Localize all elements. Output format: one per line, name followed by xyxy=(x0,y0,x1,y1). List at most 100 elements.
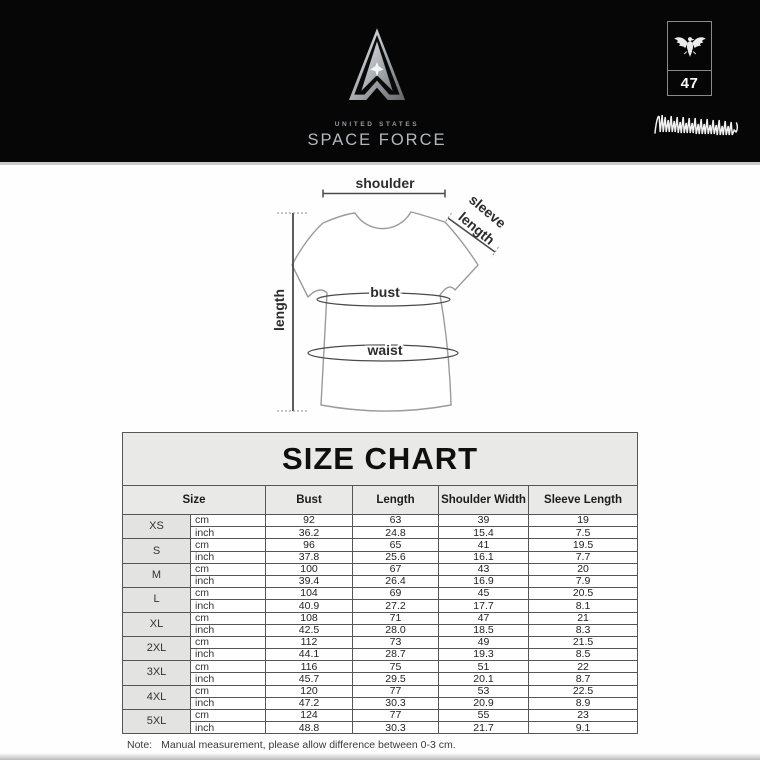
measurement-value: 120 xyxy=(265,684,353,698)
unit-label-inch: inch xyxy=(190,648,266,662)
measurement-value: 8.9 xyxy=(527,696,639,711)
measurement-value: 41 xyxy=(438,538,529,552)
measurement-value: 28.0 xyxy=(352,623,439,637)
measurement-value: 104 xyxy=(265,587,353,601)
measurement-value: 8.3 xyxy=(527,623,639,637)
measurement-value: 55 xyxy=(438,708,529,723)
measurement-value: 42.5 xyxy=(265,623,353,637)
measurement-value: 48.8 xyxy=(265,721,353,735)
measurement-note: Note: Manual measurement, please allow di… xyxy=(127,739,456,751)
sleeve-measure-line xyxy=(444,212,499,258)
size-label: 5XL xyxy=(122,708,191,735)
eagle-icon xyxy=(673,36,706,57)
measurement-value: 19.3 xyxy=(438,648,529,662)
measurement-value: 43 xyxy=(438,562,529,576)
table-row: 4XL cm 120 77 53 22.5 xyxy=(122,684,639,711)
table-row: 5XL cm 124 77 55 23 xyxy=(122,708,639,735)
measurement-value: 7.9 xyxy=(527,574,639,589)
measurement-value: 49 xyxy=(438,635,529,650)
note-label: Note: xyxy=(127,739,153,751)
measurement-value: 65 xyxy=(352,538,439,552)
unit-label-cm: cm xyxy=(190,562,266,576)
measurement-value: 28.7 xyxy=(352,648,439,662)
header-banner: UNITED STATES SPACE FORCE 47 xyxy=(0,0,760,162)
measurement-value: 77 xyxy=(352,708,439,723)
unit-label-cm: cm xyxy=(190,513,266,528)
table-row: 2XL cm 112 73 49 21.5 xyxy=(122,635,639,662)
measurement-value: 36.2 xyxy=(265,526,353,540)
shoulder-label: shoulder xyxy=(355,175,415,191)
column-header-row: Size Bust Length Shoulder Width Sleeve L… xyxy=(122,485,639,515)
measurement-value: 16.9 xyxy=(438,574,529,589)
measurement-value: 18.5 xyxy=(438,623,529,637)
unit-label-inch: inch xyxy=(190,599,266,613)
unit-label-inch: inch xyxy=(190,672,266,686)
bust-label: bust xyxy=(370,284,400,300)
unit-label-cm: cm xyxy=(190,587,266,601)
size-label: 4XL xyxy=(122,684,191,711)
waist-label: waist xyxy=(366,342,402,358)
size-label: L xyxy=(122,587,191,613)
measurement-value: 21 xyxy=(527,611,639,625)
measurement-value: 23 xyxy=(527,708,639,723)
measurement-value: 8.1 xyxy=(527,599,639,613)
measurement-value: 16.1 xyxy=(438,550,529,564)
size-chart-table: SIZE CHART Size Bust Length Shoulder Wid… xyxy=(121,432,639,735)
measurement-value: 100 xyxy=(265,562,353,576)
measurement-value: 30.3 xyxy=(352,721,439,735)
measurement-value: 8.7 xyxy=(527,672,639,686)
badge-number: 47 xyxy=(680,75,699,92)
measurement-value: 108 xyxy=(265,611,353,625)
unit-label-cm: cm xyxy=(190,611,266,625)
measurement-value: 39 xyxy=(438,513,529,528)
measurement-value: 39.4 xyxy=(265,574,353,589)
measurement-value: 40.9 xyxy=(265,599,353,613)
measurement-value: 27.2 xyxy=(352,599,439,613)
measurement-value: 20.5 xyxy=(527,587,639,601)
measurement-value: 24.8 xyxy=(352,526,439,540)
measurement-value: 45.7 xyxy=(265,672,353,686)
measurement-value: 51 xyxy=(438,660,529,674)
measurement-value: 22 xyxy=(527,660,639,674)
measurement-value: 19 xyxy=(527,513,639,528)
bottom-edge xyxy=(0,753,760,760)
unit-label-cm: cm xyxy=(190,684,266,698)
bust-ellipse xyxy=(316,292,451,307)
column-header-size: Size xyxy=(122,485,266,515)
length-measure-line xyxy=(277,212,309,412)
unit-label-inch: inch xyxy=(190,526,266,540)
measurement-value: 112 xyxy=(265,635,353,650)
size-label: 3XL xyxy=(122,660,191,686)
measurement-value: 92 xyxy=(265,513,353,528)
measurement-value: 9.1 xyxy=(527,721,639,735)
measurement-value: 26.4 xyxy=(352,574,439,589)
tshirt-outline xyxy=(291,211,479,412)
unit-label-inch: inch xyxy=(190,721,266,735)
measurement-value: 30.3 xyxy=(352,696,439,711)
eagle-cell xyxy=(668,22,711,71)
table-row: inch 37.8 25.6 16.1 7.7 xyxy=(123,550,639,564)
measurement-value: 29.5 xyxy=(352,672,439,686)
united-states-label: UNITED STATES xyxy=(334,121,420,128)
size-label: S xyxy=(122,538,191,564)
size-label: 2XL xyxy=(122,635,191,662)
measurement-value: 20.1 xyxy=(438,672,529,686)
measurement-value: 45 xyxy=(438,587,529,601)
space-force-delta-icon xyxy=(348,28,406,101)
measurement-value: 7.5 xyxy=(527,526,639,540)
measurement-value: 20 xyxy=(527,562,639,576)
table-row: XS cm 92 63 39 19 xyxy=(122,513,639,540)
measurement-value: 53 xyxy=(438,684,529,698)
measurement-value: 124 xyxy=(265,708,353,723)
table-row: inch 39.4 26.4 16.9 7.9 xyxy=(123,574,639,589)
unit-label-inch: inch xyxy=(190,623,266,637)
measurement-value: 20.9 xyxy=(438,696,529,711)
measurement-value: 15.4 xyxy=(438,526,529,540)
waist-ellipse xyxy=(307,344,459,362)
table-row: inch 44.1 28.7 19.3 8.5 xyxy=(123,648,639,662)
